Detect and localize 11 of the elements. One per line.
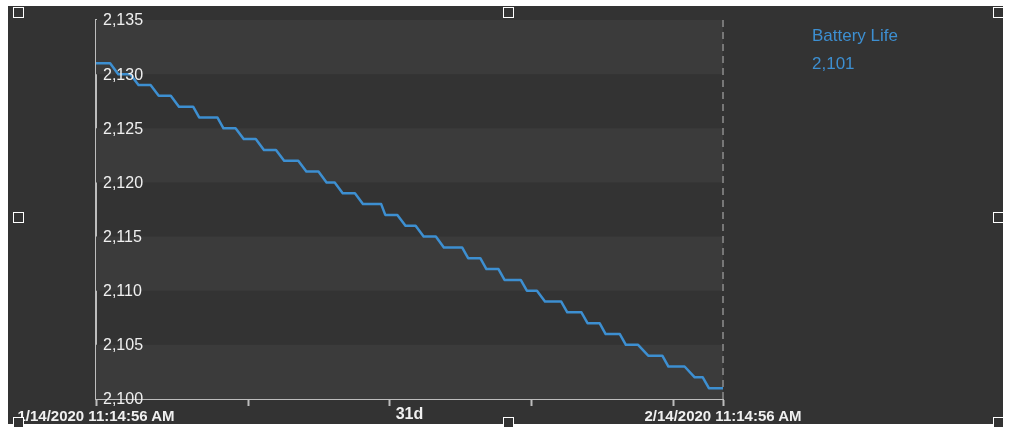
x-tick-label: 2/14/2020 11:14:56 AM bbox=[644, 407, 802, 425]
y-tick-label: 2,115 bbox=[103, 227, 142, 245]
x-axis-title: 31d bbox=[395, 405, 424, 423]
y-tick-label: 2,125 bbox=[103, 119, 144, 137]
y-tick-label: 2,135 bbox=[103, 11, 144, 29]
text: Battery Life bbox=[812, 25, 898, 47]
y-tick-label: 2,120 bbox=[103, 173, 144, 191]
x-tick-label: 1/14/2020 11:14:56 AM bbox=[17, 407, 175, 425]
y-tick-label: 2,105 bbox=[103, 336, 144, 354]
text: 2,101 bbox=[812, 53, 856, 75]
y-tick-label: 2,110 bbox=[103, 282, 142, 300]
